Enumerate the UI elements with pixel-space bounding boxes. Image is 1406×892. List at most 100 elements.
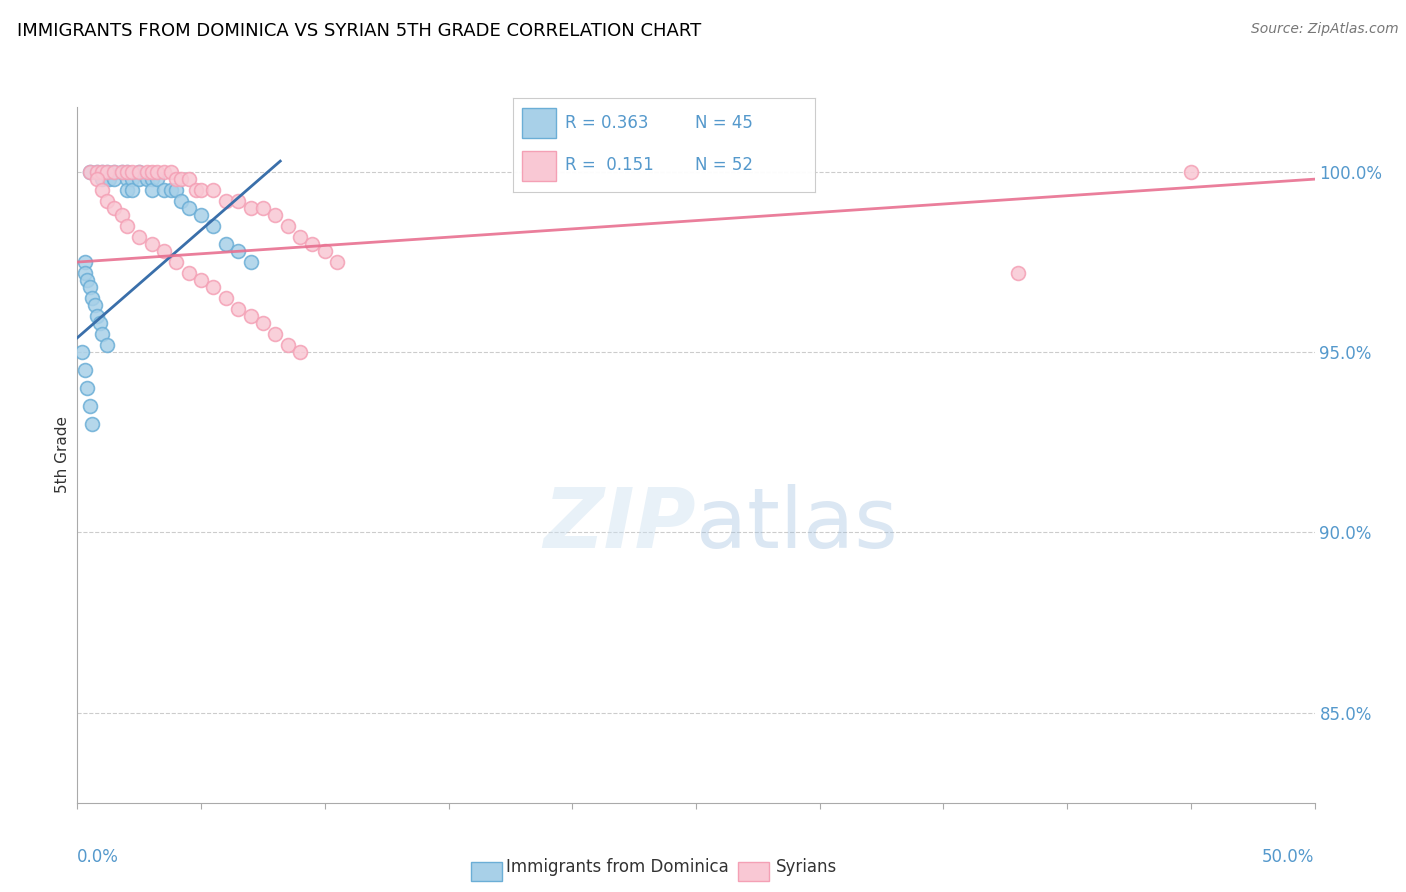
Point bbox=[288, 229, 311, 244]
Text: Source: ZipAtlas.com: Source: ZipAtlas.com bbox=[1251, 22, 1399, 37]
Text: atlas: atlas bbox=[696, 484, 897, 565]
Point bbox=[135, 165, 157, 179]
Point bbox=[91, 327, 114, 342]
Point bbox=[91, 165, 114, 179]
Point bbox=[111, 165, 134, 179]
Point bbox=[73, 266, 96, 280]
Point bbox=[226, 244, 249, 259]
Point bbox=[76, 381, 98, 395]
Bar bbox=[522, 151, 555, 180]
Point bbox=[288, 345, 311, 359]
Point bbox=[128, 229, 150, 244]
Point bbox=[91, 183, 114, 197]
Point bbox=[141, 237, 163, 252]
Point bbox=[96, 165, 118, 179]
Point bbox=[153, 244, 176, 259]
Point bbox=[252, 316, 274, 330]
Point bbox=[82, 417, 104, 432]
Point bbox=[226, 301, 249, 316]
Point bbox=[115, 165, 138, 179]
Text: N = 45: N = 45 bbox=[695, 114, 752, 132]
Point bbox=[86, 165, 108, 179]
Point bbox=[128, 165, 150, 179]
Point bbox=[165, 183, 187, 197]
Point bbox=[184, 183, 207, 197]
Point bbox=[73, 363, 96, 377]
Text: Immigrants from Dominica: Immigrants from Dominica bbox=[506, 858, 728, 876]
Point bbox=[170, 172, 193, 186]
Point bbox=[190, 208, 212, 222]
Point bbox=[98, 172, 121, 186]
Point bbox=[145, 165, 167, 179]
Text: N = 52: N = 52 bbox=[695, 156, 752, 174]
Point bbox=[239, 201, 262, 215]
Point bbox=[165, 172, 187, 186]
Point bbox=[170, 194, 193, 208]
Point bbox=[190, 183, 212, 197]
Text: Syrians: Syrians bbox=[776, 858, 838, 876]
Point bbox=[79, 165, 101, 179]
Point bbox=[160, 165, 183, 179]
Text: R = 0.363: R = 0.363 bbox=[565, 114, 648, 132]
Point bbox=[202, 280, 225, 294]
Point bbox=[79, 280, 101, 294]
Text: IMMIGRANTS FROM DOMINICA VS SYRIAN 5TH GRADE CORRELATION CHART: IMMIGRANTS FROM DOMINICA VS SYRIAN 5TH G… bbox=[17, 22, 702, 40]
Point bbox=[153, 183, 176, 197]
Point bbox=[96, 165, 118, 179]
Point bbox=[103, 172, 125, 186]
Point bbox=[86, 172, 108, 186]
Point bbox=[86, 309, 108, 323]
Point bbox=[1180, 165, 1202, 179]
Text: 50.0%: 50.0% bbox=[1263, 848, 1315, 866]
Point bbox=[141, 172, 163, 186]
Point bbox=[128, 165, 150, 179]
Point bbox=[79, 165, 101, 179]
Point bbox=[73, 255, 96, 269]
Point bbox=[190, 273, 212, 287]
Point bbox=[115, 172, 138, 186]
Point bbox=[202, 183, 225, 197]
Point bbox=[121, 165, 143, 179]
Point bbox=[277, 219, 299, 233]
Point bbox=[215, 194, 238, 208]
Point bbox=[76, 273, 98, 287]
Point bbox=[277, 338, 299, 352]
Point bbox=[86, 165, 108, 179]
Point bbox=[103, 201, 125, 215]
Point bbox=[121, 172, 143, 186]
Point bbox=[83, 298, 105, 312]
Point bbox=[177, 266, 200, 280]
Point bbox=[111, 165, 134, 179]
Point bbox=[301, 237, 323, 252]
Point bbox=[111, 208, 134, 222]
Point bbox=[89, 316, 111, 330]
Point bbox=[314, 244, 336, 259]
Point bbox=[226, 194, 249, 208]
Point bbox=[141, 183, 163, 197]
Text: 0.0%: 0.0% bbox=[77, 848, 120, 866]
Text: R =  0.151: R = 0.151 bbox=[565, 156, 654, 174]
Point bbox=[177, 201, 200, 215]
Point bbox=[145, 172, 167, 186]
Y-axis label: 5th Grade: 5th Grade bbox=[55, 417, 70, 493]
Point bbox=[215, 237, 238, 252]
Point bbox=[121, 183, 143, 197]
Point bbox=[141, 165, 163, 179]
Point bbox=[135, 172, 157, 186]
Point bbox=[128, 172, 150, 186]
Point bbox=[1007, 266, 1029, 280]
Point bbox=[115, 183, 138, 197]
Point bbox=[239, 255, 262, 269]
Point bbox=[160, 183, 183, 197]
Point bbox=[165, 255, 187, 269]
Point bbox=[239, 309, 262, 323]
Point bbox=[96, 194, 118, 208]
Point bbox=[103, 165, 125, 179]
Point bbox=[202, 219, 225, 233]
Text: ZIP: ZIP bbox=[543, 484, 696, 565]
Point bbox=[326, 255, 349, 269]
Bar bbox=[522, 109, 555, 138]
Point bbox=[115, 165, 138, 179]
Point bbox=[79, 399, 101, 413]
Point bbox=[96, 338, 118, 352]
